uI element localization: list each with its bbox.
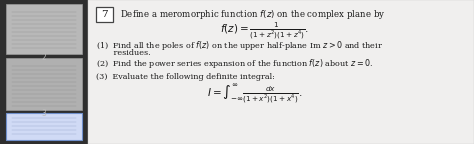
Text: 3: 3 xyxy=(42,109,46,119)
Text: (1)  Find all the poles of $f(z)$ on the upper half-plane Im $z > 0$ and their: (1) Find all the poles of $f(z)$ on the … xyxy=(96,39,383,53)
Bar xyxy=(6,4,82,54)
Bar xyxy=(96,7,113,22)
Text: 2: 2 xyxy=(42,54,46,62)
Bar xyxy=(88,0,474,144)
Bar xyxy=(6,113,82,140)
Text: $f(z) = \frac{1}{(1+z^2)(1+z^4)}.$: $f(z) = \frac{1}{(1+z^2)(1+z^4)}.$ xyxy=(220,20,310,42)
Bar xyxy=(6,58,82,110)
Text: 7: 7 xyxy=(101,10,108,19)
Text: (3)  Evaluate the following definite integral:: (3) Evaluate the following definite inte… xyxy=(96,73,275,81)
Text: $I = \int_{-\infty}^{\infty} \frac{dx}{(1+x^2)(1+x^4)}.$: $I = \int_{-\infty}^{\infty} \frac{dx}{(… xyxy=(207,82,303,106)
Text: (2)  Find the power series expansion of the function $f(z)$ about $z = 0$.: (2) Find the power series expansion of t… xyxy=(96,57,373,71)
Text: residues.: residues. xyxy=(96,49,151,57)
Text: Define a meromorphic function $f(z)$ on the complex plane by: Define a meromorphic function $f(z)$ on … xyxy=(120,8,385,21)
